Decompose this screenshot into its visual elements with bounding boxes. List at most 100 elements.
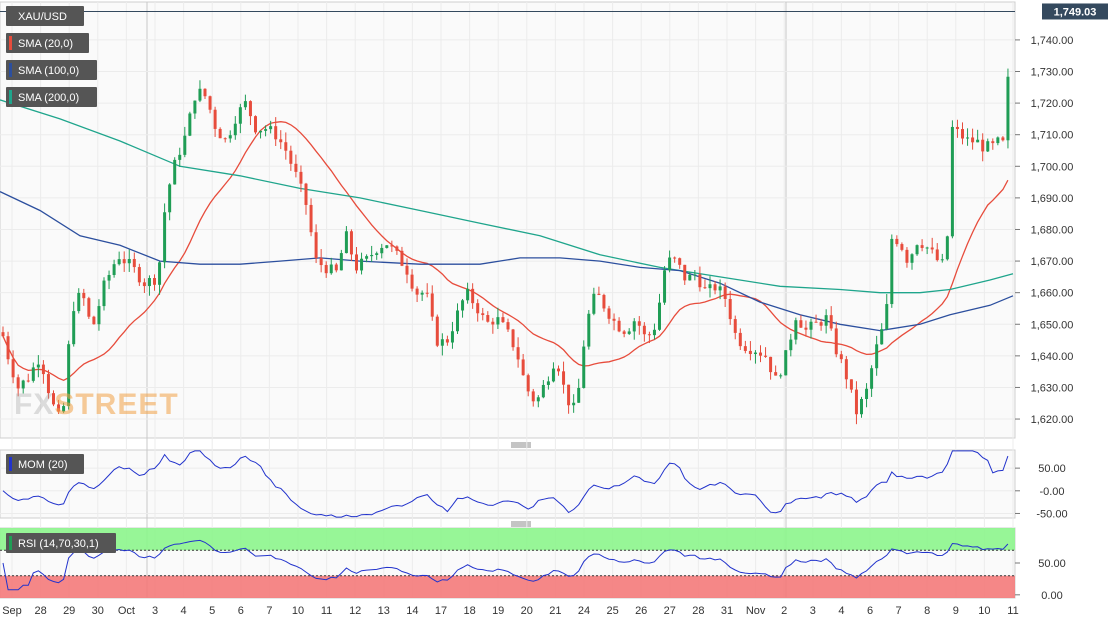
candle-body (355, 254, 358, 271)
candle-body (218, 128, 222, 139)
candle-body (450, 331, 454, 343)
candle-body (551, 368, 555, 382)
candle-body (360, 258, 364, 271)
x-tick-label: 20 (521, 605, 533, 617)
candle-body (476, 303, 480, 314)
indicator-labels: XAU/USD SMA (20,0) SMA (100,0) SMA (200,0) M… (6, 6, 116, 553)
candle-body (400, 250, 404, 266)
x-tick-label: 10 (978, 605, 990, 617)
candle-body (238, 107, 242, 124)
y-tick-label: 1,640.00 (1031, 351, 1074, 363)
candle-body (708, 284, 712, 289)
candle-body (158, 262, 162, 285)
rsi-bands (0, 528, 1015, 598)
x-tick-label: 12 (349, 605, 361, 617)
candle-body (652, 329, 656, 336)
rsi-tick-label: 0.00 (1041, 590, 1062, 602)
candle-body (284, 142, 288, 151)
candle-body (208, 96, 212, 110)
candle-body (865, 388, 869, 400)
candle-body (950, 126, 954, 237)
candle-body (814, 321, 818, 323)
candle-body (102, 280, 106, 307)
candle-body (329, 264, 333, 274)
candle-body (31, 367, 35, 381)
candle-body (875, 344, 879, 369)
symbol-label-swatch (9, 9, 12, 23)
candle-body (279, 139, 283, 143)
candle-body (41, 364, 45, 375)
candle-body (491, 321, 495, 325)
candle-body (203, 88, 207, 97)
candle-body (223, 138, 227, 140)
candle-body (481, 313, 485, 316)
candle-body (324, 265, 328, 274)
candle-body (900, 244, 904, 250)
candle-body (380, 247, 384, 254)
candle-body (647, 334, 651, 336)
candles (1, 68, 1010, 425)
candle-body (213, 109, 217, 129)
candle-body (233, 123, 237, 136)
candle-body (526, 375, 530, 392)
x-tick-label: 3 (152, 605, 158, 617)
candle-body (259, 130, 263, 133)
candle-body (945, 236, 949, 260)
candle-body (849, 379, 853, 390)
candle-body (193, 100, 197, 114)
candle-body (52, 393, 55, 405)
y-tick-label: 1,710.00 (1031, 130, 1074, 142)
y-tick-label: 1,690.00 (1031, 193, 1074, 205)
rsi-label-swatch (9, 536, 12, 550)
candle-body (1006, 76, 1010, 141)
candle-body (314, 232, 318, 258)
mom-label-swatch (9, 457, 12, 471)
rsi-line (2, 539, 1009, 591)
candle-body (829, 315, 833, 329)
rsi-tick-label: 50.00 (1038, 558, 1066, 570)
candle-body (420, 292, 424, 295)
x-tick-label: 11 (1007, 605, 1018, 617)
candle-body (976, 139, 980, 143)
candle-body (365, 256, 369, 259)
candle-body (839, 354, 843, 360)
candle-body (587, 313, 591, 347)
candle-body (572, 402, 576, 406)
x-tick-label: 13 (378, 605, 390, 617)
rsi-label-bg (6, 533, 116, 553)
grid (0, 1, 1016, 599)
candle-body (62, 406, 66, 412)
candle-body (546, 381, 550, 385)
mom-tick-label: -50.00 (1036, 508, 1067, 520)
candle-body (168, 184, 172, 213)
candle-body (658, 302, 661, 330)
mom-tick-label: 50.00 (1038, 463, 1066, 475)
candle-body (46, 374, 50, 394)
candle-body (87, 298, 91, 317)
candle-body (966, 137, 970, 139)
x-tick-label: 17 (435, 605, 447, 617)
candle-body (26, 380, 30, 382)
candle-body (582, 346, 586, 388)
sma20-label-swatch (9, 36, 12, 50)
candle-body (67, 344, 71, 407)
x-tick-label: 26 (635, 605, 647, 617)
candle-body (269, 126, 273, 130)
candle-body (935, 249, 939, 261)
candle-body (319, 257, 323, 266)
x-tick-label: 4 (838, 605, 844, 617)
candle-body (541, 384, 545, 398)
candle-body (107, 275, 111, 281)
mom-label-bg (6, 454, 84, 474)
candle-body (784, 350, 788, 376)
candle-body (789, 339, 793, 351)
candle-body (940, 259, 944, 261)
candle-body (612, 318, 616, 321)
panel-frame (0, 1, 1016, 439)
candle-body (632, 321, 636, 332)
candle-body (759, 352, 762, 356)
candle-body (678, 258, 682, 265)
candle-body (562, 371, 566, 385)
candle-body (92, 316, 96, 325)
